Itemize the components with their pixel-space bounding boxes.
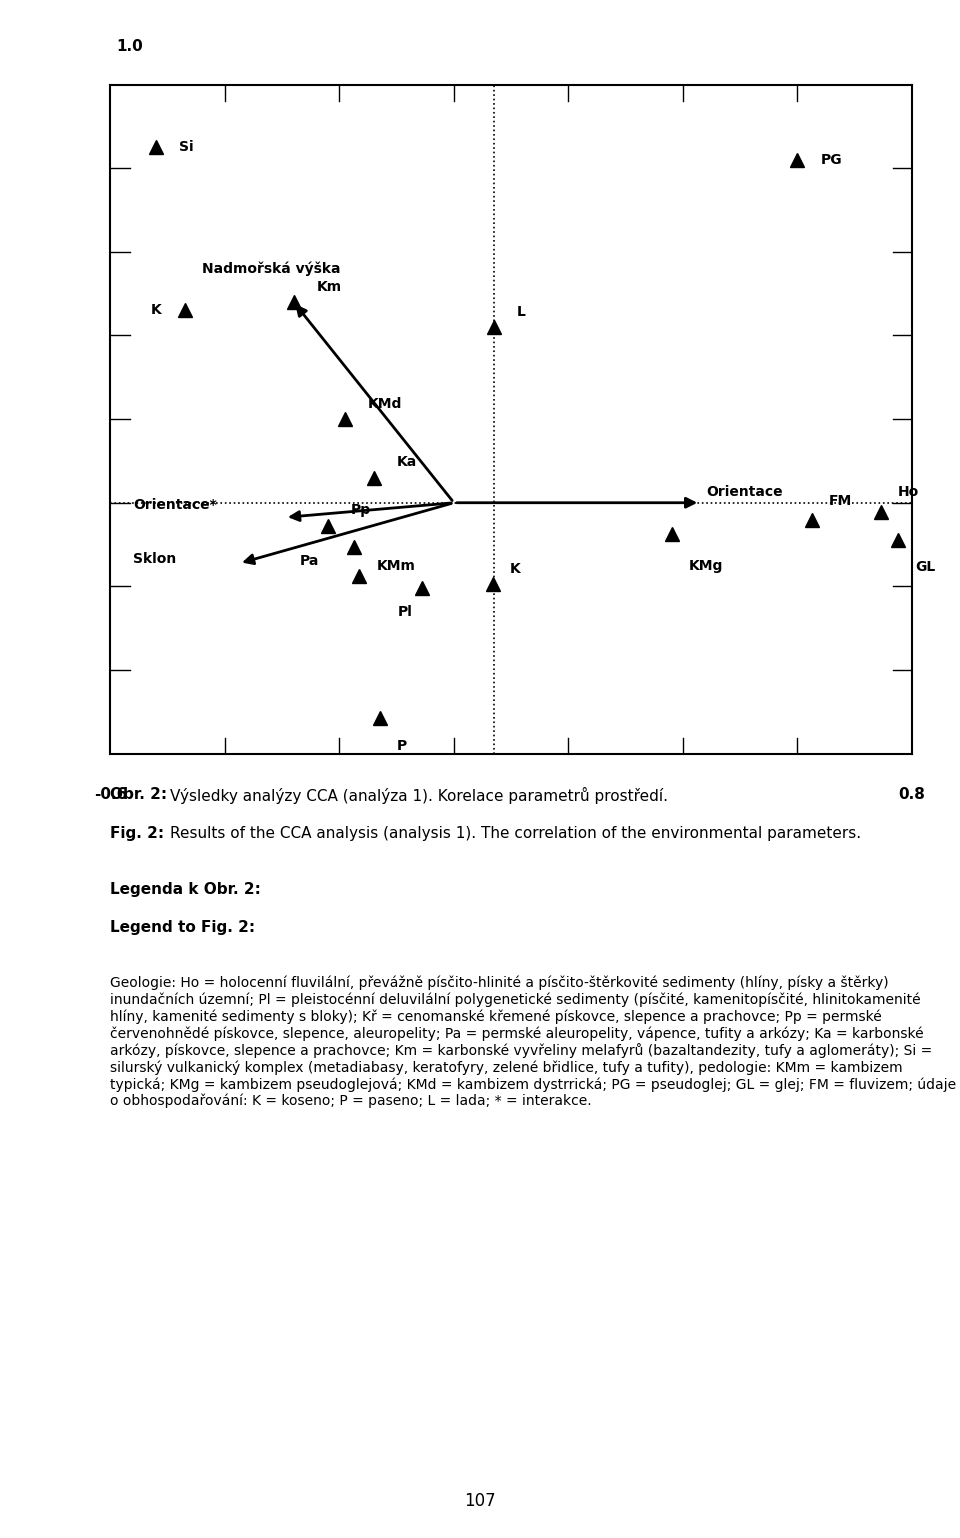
Text: Legend to Fig. 2:: Legend to Fig. 2: — [110, 920, 255, 935]
Text: 107: 107 — [465, 1492, 495, 1510]
Text: Výsledky analýzy CCA (analýza 1). Korelace parametrů prostředí.: Výsledky analýzy CCA (analýza 1). Korela… — [170, 787, 668, 804]
Text: Orientace*: Orientace* — [133, 498, 217, 512]
Text: Si: Si — [180, 140, 194, 154]
Text: Obr. 2:: Obr. 2: — [110, 787, 168, 803]
Text: Orientace: Orientace — [706, 486, 782, 500]
Text: K: K — [510, 561, 521, 575]
Text: GL: GL — [915, 560, 935, 574]
Text: Results of the CCA analysis (analysis 1). The correlation of the environmental p: Results of the CCA analysis (analysis 1)… — [170, 826, 861, 841]
Text: Pl: Pl — [397, 604, 413, 620]
Text: KMg: KMg — [688, 560, 723, 574]
Text: 0.8: 0.8 — [899, 787, 925, 803]
Text: Fig. 2:: Fig. 2: — [110, 826, 164, 841]
Text: FM: FM — [829, 494, 852, 508]
Text: PG: PG — [821, 152, 842, 166]
Text: Legenda k Obr. 2:: Legenda k Obr. 2: — [110, 881, 261, 897]
Text: Geologie: Ho = holocenní fluvilální, převážně písčito-hlinité a písčito-štěrko: Geologie: Ho = holocenní fluvilální, pře… — [110, 975, 956, 1109]
Text: -0.6: -0.6 — [94, 787, 127, 803]
Text: 1.0: 1.0 — [116, 40, 143, 54]
Text: Pp: Pp — [351, 503, 371, 517]
Text: Ka: Ka — [396, 455, 417, 469]
Text: KMd: KMd — [368, 397, 402, 411]
Text: Km: Km — [317, 280, 342, 294]
Text: P: P — [396, 738, 407, 754]
Text: Nadmořská výška: Nadmořská výška — [202, 261, 341, 275]
Text: Sklon: Sklon — [133, 552, 177, 566]
Text: KMm: KMm — [376, 560, 416, 574]
Text: Pa: Pa — [300, 554, 320, 568]
Text: L: L — [516, 305, 526, 318]
Text: Ho: Ho — [898, 486, 919, 500]
Text: K: K — [151, 303, 162, 317]
